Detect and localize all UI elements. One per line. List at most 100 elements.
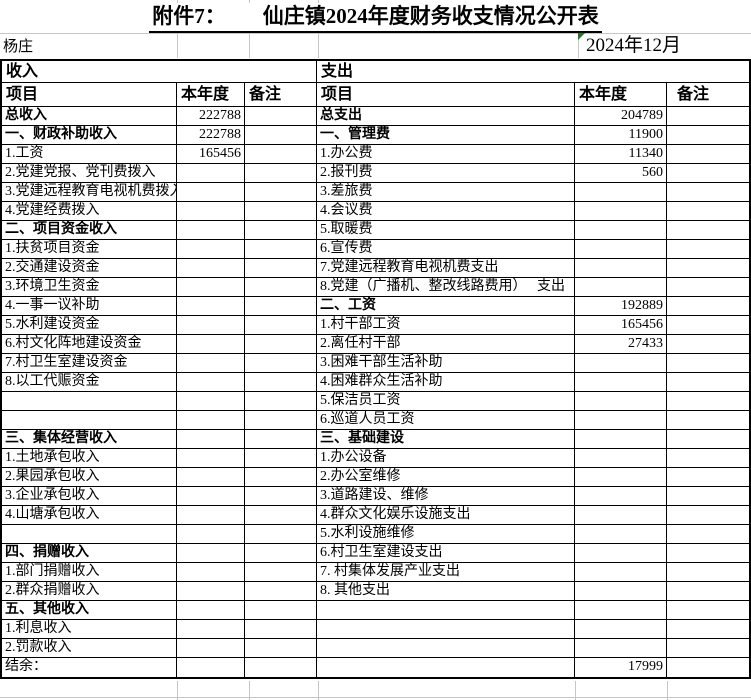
expense-amount-cell[interactable] (575, 354, 667, 372)
expense-note-cell[interactable] (667, 240, 749, 258)
income-item-cell[interactable]: 7.村卫生室建设资金 (2, 354, 177, 372)
expense-item-cell[interactable] (317, 601, 575, 619)
expense-item-cell[interactable]: 2.办公室维修 (317, 468, 575, 486)
income-item-cell[interactable]: 1.工资 (2, 145, 177, 163)
income-amount-cell[interactable] (177, 563, 245, 581)
expense-note-cell[interactable] (667, 430, 749, 448)
expense-item-cell[interactable]: 7. 村集体发展产业支出 (317, 563, 575, 581)
income-note-cell[interactable] (245, 278, 317, 296)
expense-item-cell[interactable]: 3.道路建设、维修 (317, 487, 575, 505)
income-amount-cell[interactable] (177, 601, 245, 619)
expense-amount-cell[interactable]: 204789 (575, 107, 667, 125)
income-amount-cell[interactable] (177, 430, 245, 448)
expense-item-cell[interactable]: 6.巡道人员工资 (317, 411, 575, 429)
expense-note-cell[interactable] (667, 183, 749, 201)
expense-col-item-header[interactable]: 项目 (317, 83, 575, 106)
expense-item-cell[interactable]: 4.会议费 (317, 202, 575, 220)
income-note-cell[interactable] (245, 373, 317, 391)
income-item-cell[interactable]: 一、财政补助收入 (2, 126, 177, 144)
expense-item-cell[interactable]: 8.党建（广播机、整改线路费用） 支出 (317, 278, 575, 296)
expense-amount-cell[interactable] (575, 525, 667, 543)
income-amount-cell[interactable] (177, 582, 245, 600)
expense-item-cell[interactable]: 3.困难干部生活补助 (317, 354, 575, 372)
income-item-cell[interactable]: 5.水利建设资金 (2, 316, 177, 334)
expense-note-cell[interactable] (667, 658, 749, 677)
income-amount-cell[interactable] (177, 487, 245, 505)
income-note-cell[interactable] (245, 392, 317, 410)
expense-note-cell[interactable] (667, 107, 749, 125)
income-item-cell[interactable]: 2.党建党报、党刊费拨入 (2, 164, 177, 182)
expense-amount-cell[interactable] (575, 183, 667, 201)
expense-note-cell[interactable] (667, 316, 749, 334)
income-amount-cell[interactable] (177, 392, 245, 410)
expense-amount-cell[interactable] (575, 221, 667, 239)
expense-note-cell[interactable] (667, 563, 749, 581)
income-amount-cell[interactable]: 222788 (177, 107, 245, 125)
expense-amount-cell[interactable] (575, 620, 667, 638)
income-note-cell[interactable] (245, 506, 317, 524)
income-note-cell[interactable] (245, 221, 317, 239)
expense-section-header[interactable]: 支出 (321, 63, 354, 80)
income-note-cell[interactable] (245, 316, 317, 334)
expense-item-cell[interactable]: 三、基础建设 (317, 430, 575, 448)
income-note-cell[interactable] (245, 107, 317, 125)
income-item-cell[interactable]: 2.果园承包收入 (2, 468, 177, 486)
income-note-cell[interactable] (245, 259, 317, 277)
expense-item-cell[interactable]: 6.宣传费 (317, 240, 575, 258)
expense-amount-cell[interactable] (575, 563, 667, 581)
expense-amount-cell[interactable] (575, 392, 667, 410)
income-note-cell[interactable] (245, 449, 317, 467)
expense-item-cell[interactable]: 4.困难群众生活补助 (317, 373, 575, 391)
income-note-cell[interactable] (245, 487, 317, 505)
income-note-cell[interactable] (245, 335, 317, 353)
expense-item-cell[interactable]: 5.水利设施维修 (317, 525, 575, 543)
income-item-cell[interactable] (2, 392, 177, 410)
expense-amount-cell[interactable]: 17999 (575, 658, 667, 677)
income-amount-cell[interactable] (177, 639, 245, 657)
expense-item-cell[interactable]: 3.差旅费 (317, 183, 575, 201)
expense-item-cell[interactable]: 1.村干部工资 (317, 316, 575, 334)
income-note-cell[interactable] (245, 126, 317, 144)
income-amount-cell[interactable] (177, 164, 245, 182)
income-col-item-header[interactable]: 项目 (2, 83, 177, 106)
expense-item-cell[interactable]: 一、管理费 (317, 126, 575, 144)
expense-note-cell[interactable] (667, 639, 749, 657)
income-item-cell[interactable]: 1.土地承包收入 (2, 449, 177, 467)
income-note-cell[interactable] (245, 582, 317, 600)
income-amount-cell[interactable] (177, 278, 245, 296)
expense-note-cell[interactable] (667, 601, 749, 619)
expense-note-cell[interactable] (667, 487, 749, 505)
income-note-cell[interactable] (245, 354, 317, 372)
income-amount-cell[interactable] (177, 335, 245, 353)
expense-note-cell[interactable] (667, 297, 749, 315)
income-amount-cell[interactable] (177, 468, 245, 486)
income-item-cell[interactable]: 6.村文化阵地建设资金 (2, 335, 177, 353)
income-note-cell[interactable] (245, 620, 317, 638)
income-item-cell[interactable]: 4.山塘承包收入 (2, 506, 177, 524)
income-note-cell[interactable] (245, 563, 317, 581)
expense-item-cell[interactable] (317, 639, 575, 657)
income-amount-cell[interactable] (177, 297, 245, 315)
expense-amount-cell[interactable] (575, 278, 667, 296)
expense-note-cell[interactable] (667, 221, 749, 239)
income-note-cell[interactable] (245, 411, 317, 429)
expense-amount-cell[interactable]: 11340 (575, 145, 667, 163)
expense-amount-cell[interactable] (575, 373, 667, 391)
expense-note-cell[interactable] (667, 525, 749, 543)
expense-note-cell[interactable] (667, 145, 749, 163)
expense-item-cell[interactable]: 1.办公设备 (317, 449, 575, 467)
income-amount-cell[interactable]: 222788 (177, 126, 245, 144)
expense-item-cell[interactable]: 5.取暖费 (317, 221, 575, 239)
expense-item-cell[interactable]: 2.离任村干部 (317, 335, 575, 353)
village-name-cell[interactable]: 杨庄 (3, 39, 34, 55)
expense-amount-cell[interactable] (575, 430, 667, 448)
income-note-cell[interactable] (245, 658, 317, 677)
income-amount-cell[interactable] (177, 658, 245, 677)
expense-amount-cell[interactable]: 27433 (575, 335, 667, 353)
income-note-cell[interactable] (245, 202, 317, 220)
expense-note-cell[interactable] (667, 354, 749, 372)
expense-item-cell[interactable]: 1.办公费 (317, 145, 575, 163)
expense-note-cell[interactable] (667, 582, 749, 600)
expense-col-note-header[interactable]: 备注 (677, 86, 710, 103)
expense-note-cell[interactable] (667, 449, 749, 467)
